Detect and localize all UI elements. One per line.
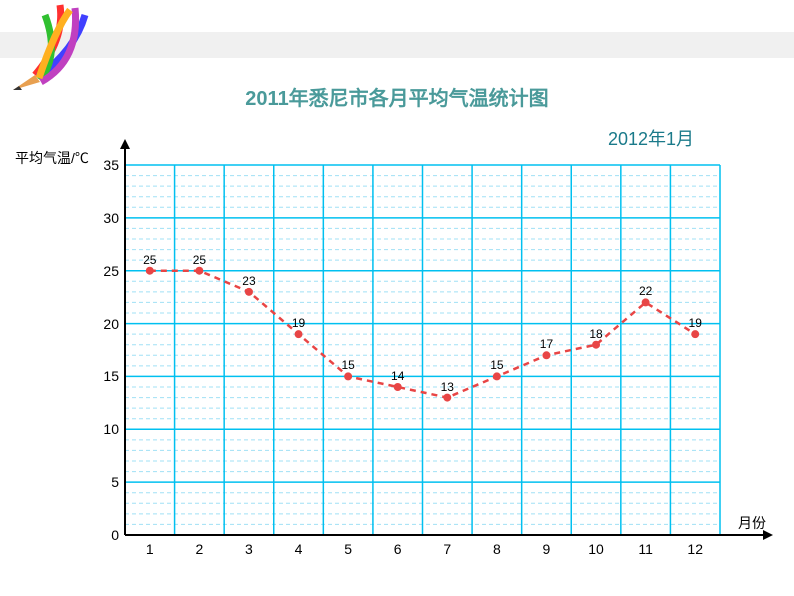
y-tick-label: 35 (103, 157, 119, 173)
y-tick-label: 30 (103, 210, 119, 226)
y-axis-arrow (120, 139, 130, 149)
data-value-label: 15 (341, 358, 354, 372)
x-axis-line (125, 534, 765, 536)
data-value-label: 25 (193, 253, 206, 267)
data-marker (542, 351, 550, 359)
data-marker (245, 288, 253, 296)
data-value-label: 19 (689, 316, 702, 330)
data-marker (344, 372, 352, 380)
x-tick-label: 4 (295, 541, 303, 557)
y-tick-label: 25 (103, 263, 119, 279)
data-value-label: 17 (540, 337, 553, 351)
data-value-label: 19 (292, 316, 305, 330)
x-tick-label: 6 (394, 541, 402, 557)
y-axis-line (124, 147, 126, 535)
x-tick-label: 1 (146, 541, 154, 557)
x-tick-label: 7 (443, 541, 451, 557)
data-value-label: 14 (391, 369, 404, 383)
data-marker (592, 341, 600, 349)
data-value-label: 18 (589, 327, 602, 341)
y-tick-label: 0 (111, 527, 119, 543)
x-axis-label: 月份 (738, 513, 766, 533)
y-tick-label: 10 (103, 421, 119, 437)
data-marker (642, 298, 650, 306)
y-axis-label: 平均气温/℃ (15, 148, 89, 168)
pencil-icon (5, 0, 100, 95)
data-value-label: 23 (242, 274, 255, 288)
x-tick-label: 5 (344, 541, 352, 557)
chart-area: 0510152025303512345678910111225252319151… (125, 165, 720, 535)
data-marker (195, 267, 203, 275)
y-tick-label: 20 (103, 316, 119, 332)
data-marker (443, 394, 451, 402)
x-tick-label: 3 (245, 541, 253, 557)
data-value-label: 15 (490, 358, 503, 372)
data-value-label: 22 (639, 284, 652, 298)
y-tick-label: 15 (103, 368, 119, 384)
x-tick-label: 2 (195, 541, 203, 557)
x-tick-label: 9 (543, 541, 551, 557)
header-bar (0, 32, 794, 58)
x-tick-label: 12 (687, 541, 703, 557)
chart-svg (115, 145, 770, 555)
x-tick-label: 8 (493, 541, 501, 557)
chart-title: 2011年悉尼市各月平均气温统计图 (0, 82, 794, 111)
data-marker (691, 330, 699, 338)
data-marker (146, 267, 154, 275)
y-tick-label: 5 (111, 474, 119, 490)
data-marker (295, 330, 303, 338)
data-marker (394, 383, 402, 391)
x-tick-label: 11 (638, 541, 653, 557)
data-value-label: 25 (143, 253, 156, 267)
data-marker (493, 372, 501, 380)
data-value-label: 13 (441, 380, 454, 394)
x-tick-label: 10 (588, 541, 604, 557)
